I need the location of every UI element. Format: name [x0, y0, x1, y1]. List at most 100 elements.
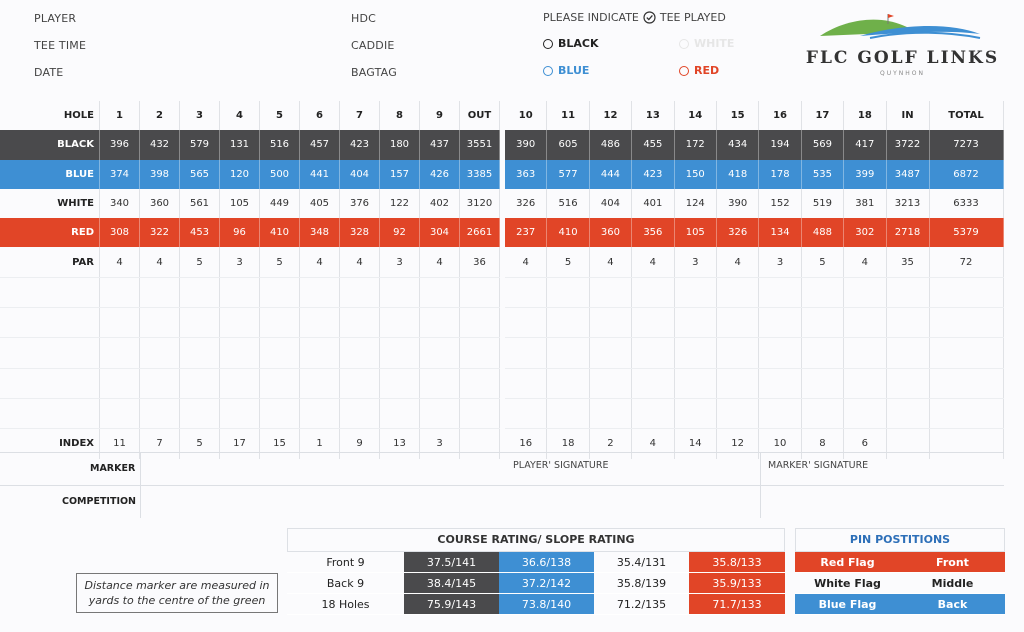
score-cell[interactable]	[140, 398, 180, 429]
score-cell[interactable]	[675, 398, 717, 429]
tee-option-blue[interactable]: BLUE	[543, 64, 589, 77]
score-cell[interactable]	[930, 398, 1004, 429]
score-cell[interactable]	[802, 277, 845, 308]
score-cell[interactable]	[547, 368, 590, 398]
score-cell[interactable]	[420, 308, 460, 338]
score-cell[interactable]	[140, 308, 180, 338]
score-cell[interactable]	[632, 338, 675, 368]
score-cell[interactable]	[675, 308, 717, 338]
score-cell[interactable]	[100, 368, 140, 398]
score-cell[interactable]	[460, 398, 500, 429]
score-cell[interactable]	[802, 338, 845, 368]
score-cell[interactable]	[547, 398, 590, 429]
score-cell[interactable]	[380, 398, 420, 429]
score-cell[interactable]	[220, 368, 260, 398]
score-cell[interactable]	[100, 398, 140, 429]
score-cell[interactable]	[340, 338, 380, 368]
score-cell[interactable]	[300, 368, 340, 398]
score-cell[interactable]	[460, 368, 500, 398]
score-cell[interactable]	[460, 308, 500, 338]
tee-option-red[interactable]: RED	[679, 64, 719, 77]
score-cell[interactable]	[590, 398, 633, 429]
score-cell[interactable]	[802, 308, 845, 338]
score-cell[interactable]	[632, 308, 675, 338]
score-cell[interactable]	[505, 368, 548, 398]
score-cell[interactable]	[180, 277, 220, 308]
score-cell[interactable]	[100, 308, 140, 338]
score-cell[interactable]	[759, 338, 802, 368]
score-cell[interactable]	[717, 308, 760, 338]
score-cell[interactable]	[505, 308, 548, 338]
score-cell[interactable]	[300, 338, 340, 368]
score-cell[interactable]	[380, 277, 420, 308]
score-cell[interactable]	[844, 368, 887, 398]
score-cell[interactable]	[220, 308, 260, 338]
score-cell[interactable]	[675, 338, 717, 368]
score-cell[interactable]	[340, 308, 380, 338]
score-cell[interactable]	[759, 308, 802, 338]
score-cell[interactable]	[380, 308, 420, 338]
score-cell[interactable]	[930, 338, 1004, 368]
score-cell[interactable]	[220, 338, 260, 368]
score-cell[interactable]	[420, 398, 460, 429]
score-cell[interactable]	[844, 398, 887, 429]
score-cell[interactable]	[260, 368, 300, 398]
score-cell[interactable]	[505, 338, 548, 368]
score-cell[interactable]	[887, 308, 930, 338]
score-cell[interactable]	[340, 277, 380, 308]
score-cell[interactable]	[260, 398, 300, 429]
score-cell[interactable]	[420, 338, 460, 368]
score-cell[interactable]	[887, 277, 930, 308]
score-cell[interactable]	[220, 398, 260, 429]
score-cell[interactable]	[380, 368, 420, 398]
score-cell[interactable]	[590, 308, 633, 338]
score-cell[interactable]	[802, 368, 845, 398]
score-cell[interactable]	[340, 368, 380, 398]
score-cell[interactable]	[590, 368, 633, 398]
tee-option-white[interactable]: WHITE	[679, 37, 734, 50]
score-cell[interactable]	[759, 277, 802, 308]
score-cell[interactable]	[547, 277, 590, 308]
score-cell[interactable]	[260, 308, 300, 338]
score-cell[interactable]	[675, 277, 717, 308]
score-cell[interactable]	[590, 277, 633, 308]
score-cell[interactable]	[140, 368, 180, 398]
score-cell[interactable]	[632, 277, 675, 308]
score-cell[interactable]	[717, 338, 760, 368]
score-cell[interactable]	[505, 277, 548, 308]
score-cell[interactable]	[844, 308, 887, 338]
score-cell[interactable]	[547, 308, 590, 338]
score-cell[interactable]	[887, 338, 930, 368]
score-cell[interactable]	[380, 338, 420, 368]
score-cell[interactable]	[717, 398, 760, 429]
score-cell[interactable]	[844, 277, 887, 308]
score-cell[interactable]	[260, 338, 300, 368]
score-cell[interactable]	[460, 277, 500, 308]
score-cell[interactable]	[460, 338, 500, 368]
score-cell[interactable]	[420, 277, 460, 308]
score-cell[interactable]	[300, 277, 340, 308]
score-cell[interactable]	[300, 308, 340, 338]
score-cell[interactable]	[140, 338, 180, 368]
score-cell[interactable]	[220, 277, 260, 308]
score-cell[interactable]	[930, 308, 1004, 338]
score-cell[interactable]	[300, 398, 340, 429]
score-cell[interactable]	[180, 398, 220, 429]
score-cell[interactable]	[260, 277, 300, 308]
score-cell[interactable]	[590, 338, 633, 368]
score-cell[interactable]	[100, 277, 140, 308]
score-cell[interactable]	[180, 368, 220, 398]
score-cell[interactable]	[717, 368, 760, 398]
score-cell[interactable]	[717, 277, 760, 308]
score-cell[interactable]	[759, 368, 802, 398]
score-cell[interactable]	[759, 398, 802, 429]
score-cell[interactable]	[930, 277, 1004, 308]
score-cell[interactable]	[180, 338, 220, 368]
score-cell[interactable]	[340, 398, 380, 429]
score-cell[interactable]	[802, 398, 845, 429]
score-cell[interactable]	[100, 338, 140, 368]
tee-option-black[interactable]: BLACK	[543, 37, 599, 50]
score-cell[interactable]	[505, 398, 548, 429]
score-cell[interactable]	[547, 338, 590, 368]
score-cell[interactable]	[140, 277, 180, 308]
